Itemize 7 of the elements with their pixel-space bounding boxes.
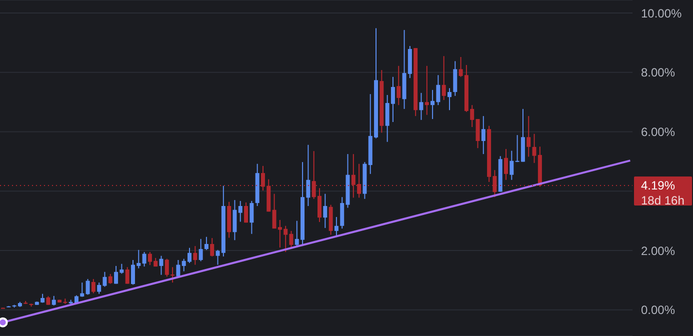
ref-line-label: 4.19% <box>641 178 676 193</box>
y-tick-label: 0.00% <box>641 303 676 318</box>
y-tick-label: 10.00% <box>641 6 682 20</box>
y-tick-label: 8.00% <box>641 66 676 80</box>
y-tick-label: 2.00% <box>641 244 676 258</box>
y-tick-label: 6.00% <box>641 125 676 140</box>
text: 18d 16h <box>641 194 684 208</box>
